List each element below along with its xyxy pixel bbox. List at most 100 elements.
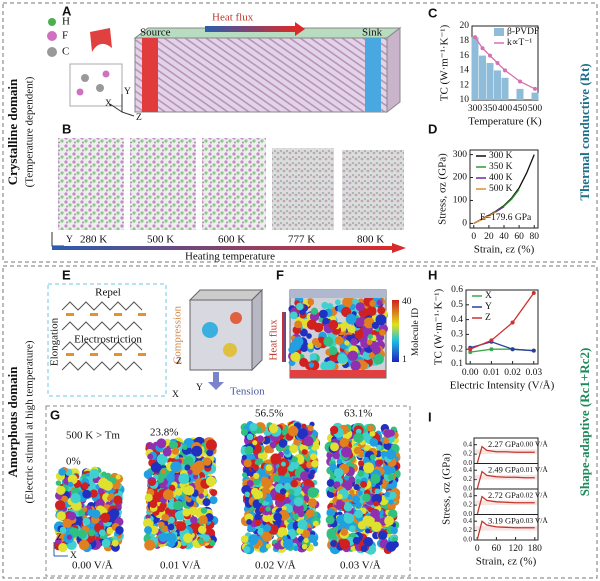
molecule — [322, 317, 330, 326]
molecule — [371, 321, 380, 330]
molecule — [191, 445, 203, 457]
molecule — [198, 515, 208, 525]
strain-label: 63.1% — [344, 408, 372, 420]
molecule — [369, 438, 379, 447]
x-tick-label: 0.00 — [462, 368, 479, 378]
panel-b: 280 K 500 K 600 K 777 K 800 K Y Heating … — [51, 138, 406, 263]
molecule — [389, 491, 397, 499]
bar — [501, 77, 509, 100]
y-axis-label: Stress, σz (GPa) — [437, 153, 449, 225]
y-tick-label: 0.4 — [463, 440, 472, 448]
y-tick-label: 0.4 — [451, 315, 463, 325]
colorbar-label: Molecule ID — [411, 308, 421, 356]
x-tick-label: 500 — [528, 104, 543, 114]
molecule — [257, 458, 264, 465]
molecule — [277, 527, 288, 538]
molecule — [252, 440, 258, 446]
molecule — [345, 313, 357, 325]
molecule — [367, 424, 375, 432]
molecule — [353, 446, 362, 455]
molecule — [366, 306, 377, 317]
molecule — [205, 439, 217, 451]
y-tick-label: 0.0 — [463, 536, 472, 544]
panel-letter: F — [276, 267, 284, 282]
molecule — [339, 437, 349, 448]
axis-label: X — [70, 551, 77, 561]
molecule — [184, 464, 191, 471]
bar — [516, 88, 524, 100]
molecule — [101, 471, 107, 477]
molecule — [335, 299, 341, 306]
molecule — [205, 476, 217, 487]
molecule — [307, 299, 314, 306]
field-label: 0.00 V/Å — [72, 560, 113, 572]
molecule — [307, 342, 314, 350]
y-axis-label: TC (W·m⁻¹·K⁻¹) — [433, 288, 445, 365]
y-tick-label: 0.0 — [463, 510, 472, 518]
molecule — [268, 423, 279, 434]
molecule — [82, 517, 91, 526]
legend-label: k∝T⁻¹ — [507, 38, 532, 48]
molecule — [254, 519, 262, 527]
molecule — [162, 489, 174, 501]
molecule — [168, 470, 175, 477]
molecule — [279, 488, 287, 495]
molecule — [379, 329, 386, 336]
x-tick-label: 0.02 — [504, 368, 521, 378]
molecule — [58, 543, 68, 553]
molecule — [380, 450, 387, 458]
molecule — [243, 459, 252, 468]
source-label: Source — [140, 27, 171, 39]
molecule — [303, 537, 309, 544]
series-line — [469, 292, 535, 350]
field-label: 0.02 V/Å — [255, 560, 296, 572]
legend-label: 400 K — [489, 173, 513, 183]
molecule — [311, 338, 320, 346]
molecule — [186, 497, 192, 503]
molecule — [306, 461, 313, 469]
molecule — [340, 528, 349, 536]
molecule — [330, 425, 339, 435]
legend-swatch — [494, 28, 504, 36]
colorbar-tick: 1 — [402, 355, 407, 365]
molecule — [280, 461, 286, 467]
molecule — [287, 425, 299, 437]
x-tick-label: 120 — [508, 544, 523, 554]
molecule — [284, 449, 290, 455]
x-tick-label: 0 — [471, 232, 476, 242]
y-tick-label: 0.4 — [463, 517, 472, 525]
molecule — [197, 525, 207, 535]
molecule — [149, 500, 158, 509]
panel-a: H F C Source Sink Heat flux X Y Z — [47, 12, 402, 123]
series-line — [476, 445, 535, 464]
molecule — [202, 498, 211, 507]
molecule — [348, 476, 356, 483]
molecule — [369, 454, 376, 461]
y-tick-label: 12 — [460, 80, 470, 90]
molecule — [166, 532, 177, 544]
molecule — [257, 450, 268, 461]
molecule — [281, 505, 287, 511]
field-label: 0.03 V/Å — [340, 560, 381, 572]
temp-label: 600 K — [218, 234, 245, 246]
molecule — [97, 487, 104, 494]
molecule — [143, 469, 153, 479]
molecule — [190, 516, 198, 524]
molecule — [206, 449, 214, 457]
molecule — [170, 461, 182, 473]
compression-label: Compression — [172, 305, 184, 364]
legend-label: X — [485, 291, 492, 301]
x-tick-label: 20 — [484, 232, 494, 242]
molecule — [365, 528, 371, 534]
molecule — [198, 493, 204, 499]
molecule — [111, 539, 119, 547]
molecule — [149, 525, 159, 535]
molecule — [157, 476, 165, 484]
molecule — [171, 447, 180, 455]
molecule — [248, 534, 259, 545]
molecule — [305, 508, 315, 518]
molecule — [278, 438, 288, 448]
molecule — [182, 444, 188, 451]
molecule — [339, 538, 351, 550]
